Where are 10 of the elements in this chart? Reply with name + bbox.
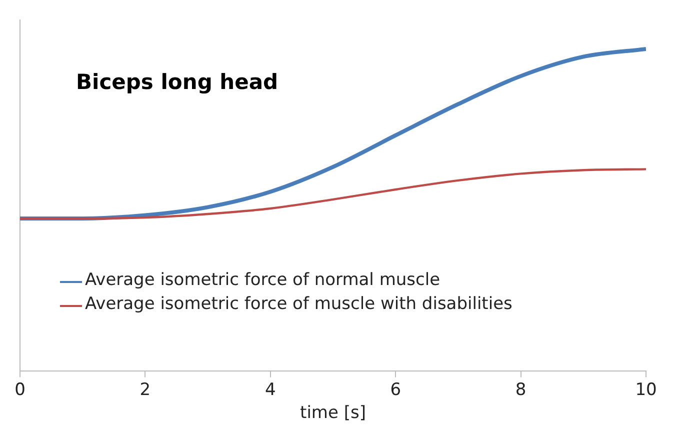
x-tick-label: 4 [264, 380, 276, 400]
x-axis-title: time [s] [300, 403, 366, 424]
x-tick-label: 10 [635, 380, 657, 400]
x-tick-label: 8 [515, 380, 526, 400]
legend-label: Average isometric force of muscle with disabilities [85, 294, 512, 314]
text: Biceps long head [76, 70, 278, 94]
legend-label: Average isometric force of normal muscle [85, 270, 440, 290]
x-tick-label: 0 [14, 380, 26, 400]
x-tick-label: 6 [390, 380, 402, 400]
x-tick-label: 2 [140, 380, 151, 400]
